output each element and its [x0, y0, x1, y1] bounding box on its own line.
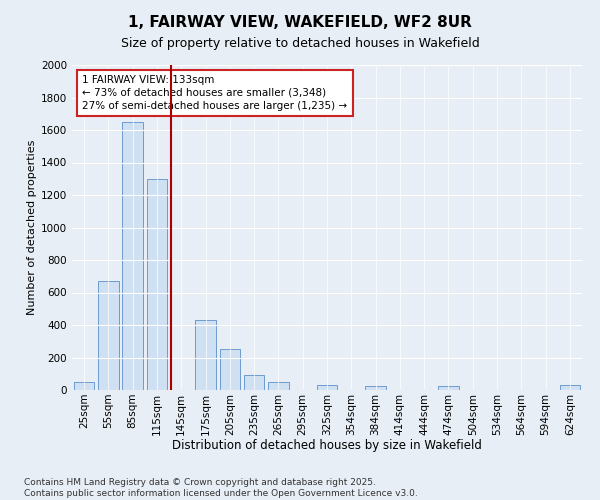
- Y-axis label: Number of detached properties: Number of detached properties: [27, 140, 37, 315]
- Bar: [268, 382, 289, 390]
- Text: 1 FAIRWAY VIEW: 133sqm
← 73% of detached houses are smaller (3,348)
27% of semi-: 1 FAIRWAY VIEW: 133sqm ← 73% of detached…: [82, 74, 347, 111]
- Bar: [220, 350, 240, 390]
- Text: 1, FAIRWAY VIEW, WAKEFIELD, WF2 8UR: 1, FAIRWAY VIEW, WAKEFIELD, WF2 8UR: [128, 15, 472, 30]
- Bar: [98, 281, 119, 390]
- Bar: [317, 385, 337, 390]
- Bar: [122, 122, 143, 390]
- Text: Contains HM Land Registry data © Crown copyright and database right 2025.
Contai: Contains HM Land Registry data © Crown c…: [24, 478, 418, 498]
- Bar: [560, 385, 580, 390]
- Bar: [74, 382, 94, 390]
- Bar: [365, 386, 386, 390]
- Text: Size of property relative to detached houses in Wakefield: Size of property relative to detached ho…: [121, 38, 479, 51]
- X-axis label: Distribution of detached houses by size in Wakefield: Distribution of detached houses by size …: [172, 439, 482, 452]
- Bar: [438, 386, 459, 390]
- Bar: [146, 179, 167, 390]
- Bar: [195, 320, 216, 390]
- Bar: [244, 374, 265, 390]
